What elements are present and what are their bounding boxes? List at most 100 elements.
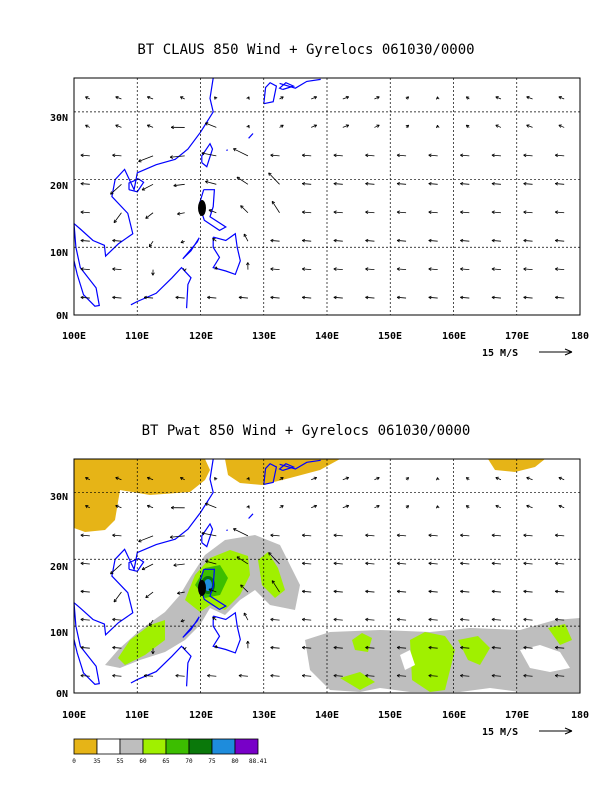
wind-arrow	[374, 504, 380, 509]
colorbar: 0 35 55 60 65 70 75 80 88.41	[72, 738, 267, 765]
wind-arrow	[208, 209, 217, 214]
colorbar-label: 55	[116, 758, 124, 765]
wind-arrow	[460, 267, 470, 271]
coastline-segment	[248, 133, 254, 139]
coastline-segment	[73, 223, 101, 307]
panel1-wind-vectors	[80, 95, 565, 300]
wind-arrow	[333, 210, 343, 214]
coastline-segment	[279, 459, 321, 470]
panel1-lon-100e: 100E	[62, 331, 86, 342]
wind-arrow	[554, 267, 565, 271]
wind-arrow	[405, 96, 410, 100]
wind-arrow	[460, 533, 470, 538]
panel2-lat-20n: 20N	[50, 562, 68, 573]
wind-arrow	[523, 617, 533, 622]
panel1-lat-20n: 20N	[50, 181, 68, 192]
wind-arrow	[495, 124, 502, 128]
wind-arrow	[311, 504, 318, 509]
wind-arrow	[204, 502, 217, 509]
panel2-gridlines	[74, 459, 580, 693]
wind-arrow	[342, 124, 350, 128]
wind-arrow	[311, 95, 318, 100]
coastline-segment	[182, 237, 200, 260]
coastline-segment	[201, 142, 214, 168]
panel2-lat-30n: 30N	[50, 492, 68, 503]
wind-arrow	[80, 210, 90, 214]
wind-arrow	[146, 95, 154, 100]
wind-arrow	[365, 533, 375, 538]
colorbar-label: 60	[139, 758, 147, 765]
wind-arrow	[396, 617, 407, 622]
wind-arrow	[141, 183, 154, 191]
colorbar-swatch	[188, 738, 213, 755]
colorbar-swatch	[234, 738, 259, 755]
wind-arrow	[554, 181, 565, 186]
wind-arrow	[143, 295, 154, 300]
wind-arrow	[374, 124, 380, 128]
wind-arrow	[526, 476, 533, 481]
wind-arrow	[177, 211, 185, 216]
panel2-lon-110e: 110E	[125, 710, 149, 721]
wind-arrow	[428, 210, 438, 214]
wind-arrow	[113, 591, 122, 603]
panel2-scale-label: 15 M/S	[482, 727, 518, 738]
wind-arrow	[146, 124, 154, 128]
wind-arrow	[526, 504, 533, 509]
coastline-segment	[130, 645, 192, 687]
wind-arrow	[204, 122, 217, 128]
wind-arrow	[270, 645, 280, 650]
wind-arrow	[396, 267, 407, 271]
panel2-coastline	[73, 458, 321, 687]
wind-arrow	[80, 295, 90, 300]
wind-arrow	[435, 96, 440, 100]
wind-arrow	[270, 533, 280, 538]
colorbar-label: 70	[185, 758, 193, 765]
wind-arrow	[558, 504, 565, 509]
wind-arrow	[460, 153, 470, 158]
wind-arrow	[495, 476, 502, 481]
colorbar-label: 35	[93, 758, 101, 765]
panel1-gyre-marker	[198, 200, 206, 216]
coastline-segment	[278, 81, 296, 91]
wind-arrow	[428, 533, 438, 538]
wind-arrow	[460, 645, 470, 650]
wind-arrow	[333, 238, 343, 243]
wind-arrow	[205, 180, 217, 185]
wind-arrow	[396, 533, 407, 538]
wind-arrow	[495, 96, 502, 100]
panel1-lat-0n: 0N	[56, 311, 68, 322]
panel2-lon-140e: 140E	[315, 710, 339, 721]
coastline-segment	[263, 462, 278, 485]
colorbar-label: 80	[231, 758, 239, 765]
wind-arrow	[246, 505, 250, 509]
wind-arrow	[301, 645, 312, 650]
wind-arrow	[526, 95, 533, 100]
wind-arrow	[268, 172, 280, 185]
wind-arrow	[270, 295, 280, 300]
wind-arrow	[214, 266, 219, 270]
wind-arrow	[279, 505, 284, 509]
wind-arrow	[180, 618, 185, 623]
wind-arrow	[460, 181, 470, 186]
wind-arrow	[301, 533, 312, 538]
wind-arrow	[491, 238, 501, 243]
wind-arrow	[428, 645, 438, 650]
wind-arrow	[246, 640, 250, 649]
wind-arrow	[236, 176, 249, 185]
colorbar-swatch	[73, 738, 98, 755]
wind-arrow	[115, 504, 122, 509]
wind-arrow	[271, 580, 280, 593]
wind-arrow	[460, 673, 470, 678]
wind-arrow	[465, 477, 470, 481]
wind-arrow	[80, 267, 90, 271]
coastline-segment	[73, 602, 101, 685]
wind-arrow	[207, 673, 217, 678]
wind-arrow	[214, 477, 218, 481]
panel1-lon-150e: 150E	[378, 331, 402, 342]
wind-arrow	[301, 238, 312, 243]
panel1-lon-140e: 140E	[315, 331, 339, 342]
wind-arrow	[554, 153, 565, 158]
wind-arrow	[112, 238, 122, 243]
wind-arrow	[85, 96, 90, 100]
